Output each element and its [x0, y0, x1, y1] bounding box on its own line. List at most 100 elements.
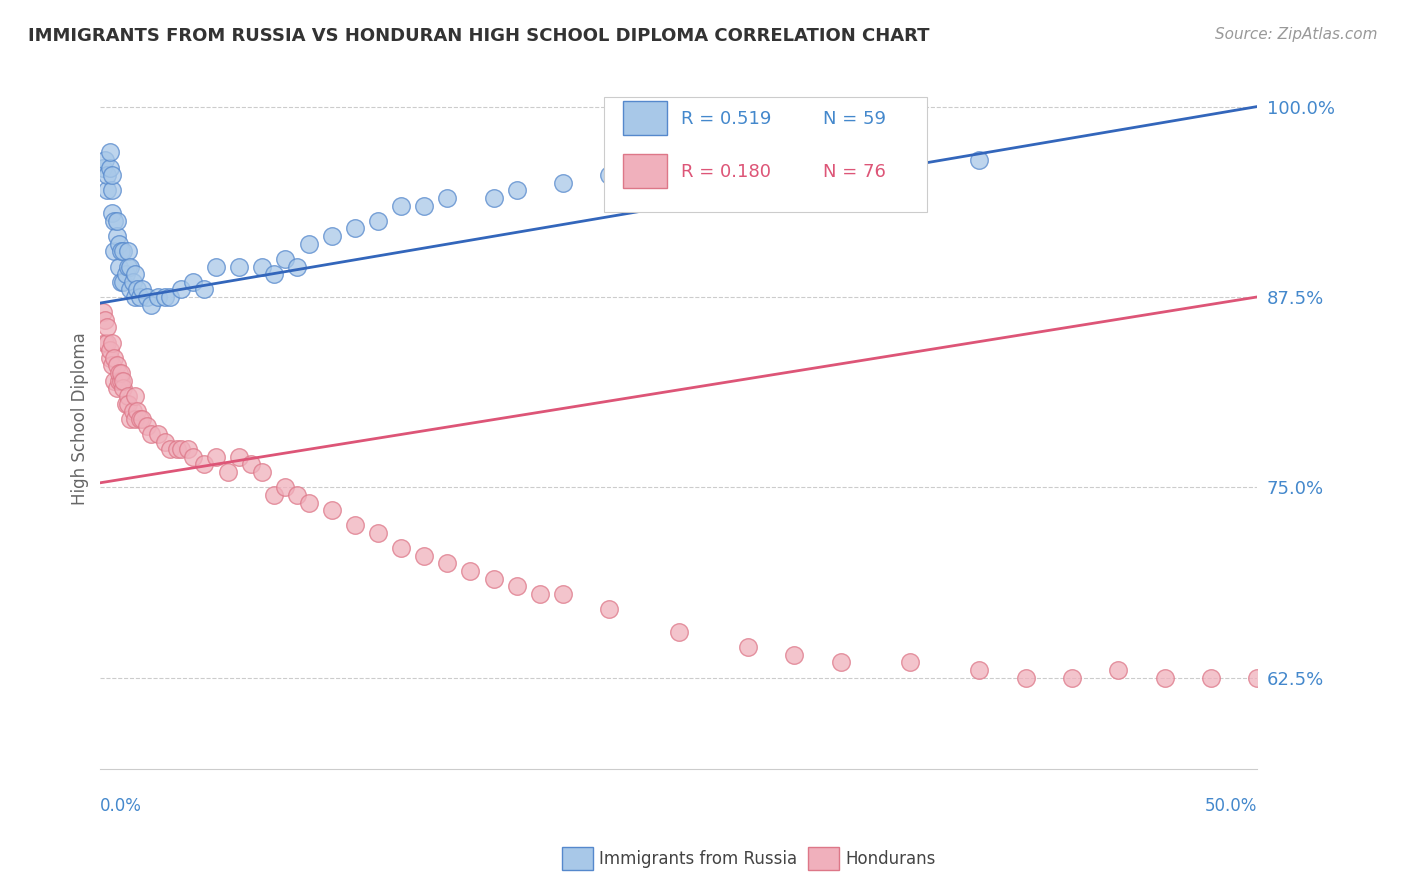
Point: [103, 351, 125, 365]
Point: [170, 282, 193, 296]
Point: [110, 374, 132, 388]
Point: [148, 427, 170, 442]
Point: [153, 290, 176, 304]
Point: [297, 495, 319, 509]
Point: [343, 221, 366, 235]
Point: [127, 282, 149, 296]
Point: [135, 290, 157, 304]
Point: [96, 335, 118, 350]
Point: [127, 404, 149, 418]
Point: [1361, 671, 1384, 685]
Point: [285, 488, 308, 502]
Point: [193, 458, 215, 472]
Point: [263, 267, 285, 281]
Point: [98, 343, 121, 358]
Point: [148, 290, 170, 304]
Point: [252, 260, 274, 274]
Point: [108, 366, 131, 380]
Text: IMMIGRANTS FROM RUSSIA VS HONDURAN HIGH SCHOOL DIPLOMA CORRELATION CHART: IMMIGRANTS FROM RUSSIA VS HONDURAN HIGH …: [28, 27, 929, 45]
Point: [193, 282, 215, 296]
Text: N = 59: N = 59: [824, 110, 886, 128]
Point: [159, 442, 181, 457]
Point: [737, 153, 759, 167]
Point: [124, 267, 146, 281]
Point: [117, 396, 139, 410]
Point: [103, 214, 125, 228]
Point: [114, 267, 136, 281]
Point: [131, 412, 153, 426]
Point: [205, 450, 228, 464]
FancyBboxPatch shape: [603, 96, 928, 212]
Point: [389, 541, 412, 556]
Point: [117, 244, 139, 259]
Point: [1292, 671, 1315, 685]
Point: [105, 214, 128, 228]
Point: [121, 275, 143, 289]
Point: [98, 351, 121, 365]
Point: [135, 419, 157, 434]
Text: Immigrants from Russia: Immigrants from Russia: [599, 849, 797, 868]
Point: [108, 260, 131, 274]
Point: [274, 480, 297, 494]
Point: [482, 572, 505, 586]
Text: N = 76: N = 76: [824, 162, 886, 180]
Point: [114, 396, 136, 410]
Point: [321, 503, 343, 517]
Point: [94, 335, 117, 350]
Point: [321, 229, 343, 244]
Point: [91, 305, 114, 319]
Point: [124, 290, 146, 304]
Point: [413, 549, 436, 563]
Point: [131, 282, 153, 296]
Point: [101, 359, 124, 373]
Point: [105, 229, 128, 244]
Point: [1153, 671, 1175, 685]
Point: [96, 320, 118, 334]
Point: [120, 412, 142, 426]
Point: [1060, 671, 1083, 685]
Point: [96, 168, 118, 182]
Point: [830, 656, 852, 670]
Point: [297, 236, 319, 251]
Point: [153, 434, 176, 449]
Point: [1339, 671, 1361, 685]
Point: [112, 381, 135, 395]
Point: [1199, 671, 1222, 685]
Point: [98, 161, 121, 175]
Bar: [623, 154, 666, 187]
Point: [389, 198, 412, 212]
Point: [529, 587, 551, 601]
Point: [101, 183, 124, 197]
Point: [239, 458, 262, 472]
Point: [120, 260, 142, 274]
Point: [252, 465, 274, 479]
Point: [668, 161, 690, 175]
Point: [120, 282, 142, 296]
Point: [128, 290, 150, 304]
Point: [737, 640, 759, 655]
Point: [228, 260, 250, 274]
Point: [112, 374, 135, 388]
Point: [121, 404, 143, 418]
Point: [124, 412, 146, 426]
Point: [108, 236, 131, 251]
Point: [110, 244, 132, 259]
Point: [1107, 663, 1129, 677]
Point: [551, 176, 574, 190]
Point: [217, 465, 239, 479]
Point: [830, 153, 852, 167]
Point: [103, 374, 125, 388]
Point: [117, 389, 139, 403]
Point: [105, 359, 128, 373]
Point: [94, 153, 117, 167]
Point: [159, 290, 181, 304]
Text: 50.0%: 50.0%: [1205, 797, 1257, 815]
Point: [170, 442, 193, 457]
Point: [367, 526, 389, 541]
Point: [205, 260, 228, 274]
Text: 0.0%: 0.0%: [100, 797, 142, 815]
Y-axis label: High School Diploma: High School Diploma: [72, 333, 89, 505]
Point: [969, 153, 991, 167]
Point: [177, 442, 200, 457]
Point: [413, 198, 436, 212]
